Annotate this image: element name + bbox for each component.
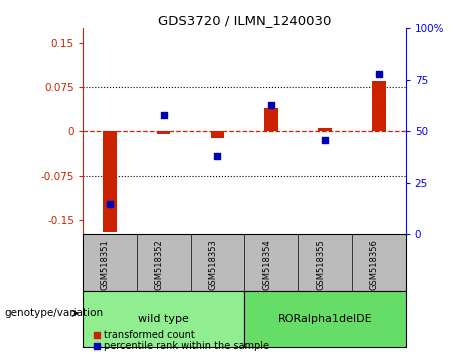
Text: transformed count: transformed count	[104, 330, 195, 339]
Bar	[318, 129, 332, 131]
Point	[93, 343, 100, 349]
Point	[375, 71, 383, 76]
Text: GSM518351: GSM518351	[101, 239, 110, 290]
Text: GSM518353: GSM518353	[208, 239, 218, 290]
Bar	[265, 108, 278, 131]
Point	[160, 112, 167, 118]
Text: GSM518354: GSM518354	[262, 239, 271, 290]
Text: genotype/variation: genotype/variation	[5, 308, 104, 318]
Text: GSM518352: GSM518352	[154, 239, 164, 290]
Bar	[103, 131, 117, 232]
Bar	[211, 131, 224, 138]
Point	[267, 102, 275, 107]
Bar	[83, 291, 244, 347]
Point	[214, 153, 221, 159]
Text: percentile rank within the sample: percentile rank within the sample	[104, 341, 269, 351]
Text: GSM518355: GSM518355	[316, 239, 325, 290]
Text: wild type: wild type	[138, 314, 189, 324]
Text: RORalpha1delDE: RORalpha1delDE	[278, 314, 372, 324]
Title: GDS3720 / ILMN_1240030: GDS3720 / ILMN_1240030	[158, 14, 331, 27]
Point	[321, 137, 329, 142]
Text: GSM518356: GSM518356	[370, 239, 379, 290]
Bar	[157, 131, 171, 134]
Bar	[372, 81, 385, 131]
Point	[106, 201, 113, 206]
Bar	[244, 291, 406, 347]
Point	[93, 332, 100, 337]
